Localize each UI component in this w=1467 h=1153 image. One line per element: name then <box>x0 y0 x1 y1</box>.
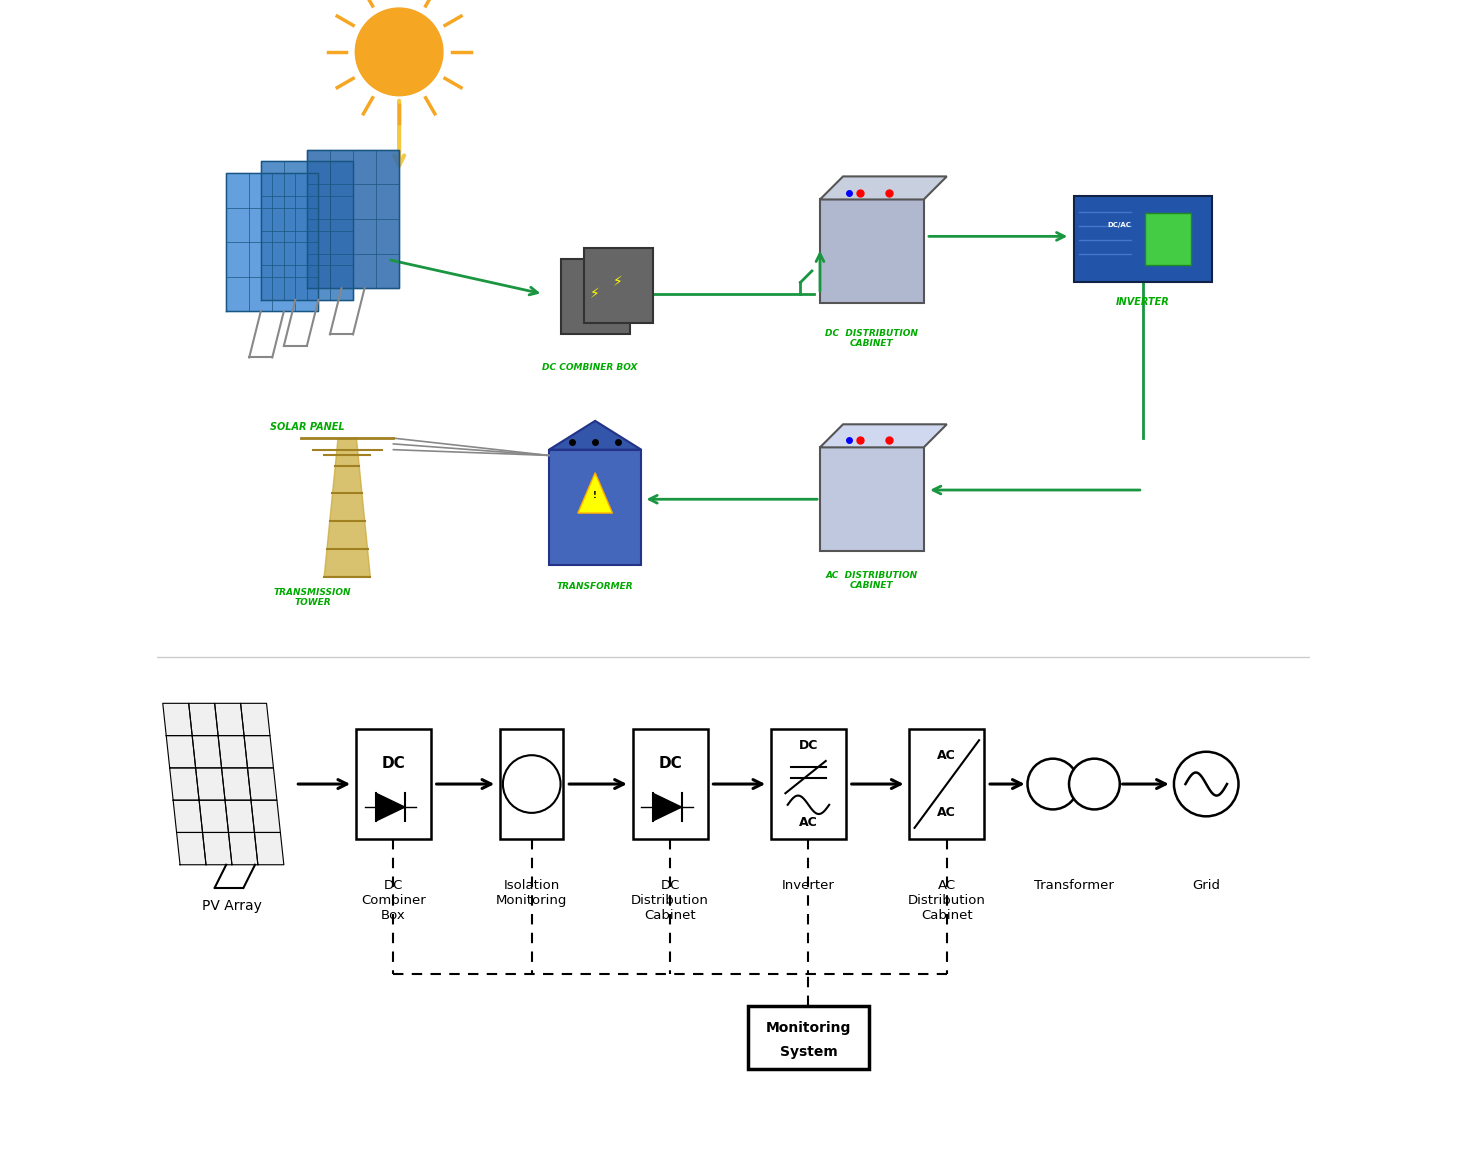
Bar <box>772 730 846 839</box>
Circle shape <box>1027 759 1078 809</box>
Polygon shape <box>653 793 682 821</box>
Polygon shape <box>200 800 229 832</box>
Polygon shape <box>202 832 232 865</box>
Text: DC: DC <box>798 739 819 753</box>
Circle shape <box>1174 752 1238 816</box>
Text: AC: AC <box>937 806 956 820</box>
Polygon shape <box>214 703 244 736</box>
Polygon shape <box>261 161 354 300</box>
Bar <box>632 730 707 839</box>
Polygon shape <box>219 736 248 768</box>
Text: PV Array: PV Array <box>202 899 263 913</box>
Bar <box>1074 196 1212 282</box>
Text: DC: DC <box>381 755 405 771</box>
Text: INVERTER: INVERTER <box>1116 297 1169 308</box>
Text: TRANSFORMER: TRANSFORMER <box>557 582 634 591</box>
Bar <box>820 199 924 303</box>
Polygon shape <box>251 800 280 832</box>
Text: Inverter: Inverter <box>782 879 835 891</box>
Polygon shape <box>549 421 641 450</box>
Text: DC  DISTRIBUTION
CABINET: DC DISTRIBUTION CABINET <box>826 329 918 348</box>
Text: DC
Distribution
Cabinet: DC Distribution Cabinet <box>631 879 709 921</box>
Circle shape <box>355 8 443 96</box>
Text: Grid: Grid <box>1193 879 1221 891</box>
Bar <box>1146 213 1191 265</box>
Text: AC: AC <box>937 748 956 762</box>
Text: AC  DISTRIBUTION
CABINET: AC DISTRIBUTION CABINET <box>826 571 918 590</box>
Polygon shape <box>254 832 283 865</box>
Polygon shape <box>248 768 277 800</box>
Polygon shape <box>173 800 202 832</box>
Bar <box>549 450 641 565</box>
Text: DC
Combiner
Box: DC Combiner Box <box>361 879 425 921</box>
Text: System: System <box>779 1045 838 1058</box>
Text: AC
Distribution
Cabinet: AC Distribution Cabinet <box>908 879 986 921</box>
Polygon shape <box>192 736 222 768</box>
Bar <box>500 730 563 839</box>
Polygon shape <box>307 150 399 288</box>
Bar <box>584 248 653 323</box>
Text: DC COMBINER BOX: DC COMBINER BOX <box>541 363 637 372</box>
Polygon shape <box>226 173 318 311</box>
Polygon shape <box>176 832 205 865</box>
Polygon shape <box>170 768 200 800</box>
Polygon shape <box>189 703 219 736</box>
Bar <box>560 259 629 334</box>
Bar <box>356 730 431 839</box>
Polygon shape <box>820 176 946 199</box>
Bar <box>820 447 924 551</box>
Text: ⚡: ⚡ <box>613 276 623 289</box>
Text: ⚡: ⚡ <box>590 287 600 301</box>
Polygon shape <box>163 703 192 736</box>
Text: TRANSMISSION
TOWER: TRANSMISSION TOWER <box>274 588 352 608</box>
Polygon shape <box>166 736 195 768</box>
Polygon shape <box>578 473 612 513</box>
Bar <box>910 730 984 839</box>
Polygon shape <box>324 438 370 576</box>
Bar <box>748 1005 868 1070</box>
Circle shape <box>1069 759 1119 809</box>
Text: AC: AC <box>800 815 817 829</box>
Text: Monitoring: Monitoring <box>766 1022 851 1035</box>
Text: Isolation
Monitoring: Isolation Monitoring <box>496 879 568 906</box>
Text: !: ! <box>593 491 597 500</box>
Text: Transformer: Transformer <box>1034 879 1113 891</box>
Text: DC/AC: DC/AC <box>1108 221 1131 228</box>
Polygon shape <box>376 793 405 821</box>
Polygon shape <box>224 800 254 832</box>
Polygon shape <box>195 768 224 800</box>
Polygon shape <box>222 768 251 800</box>
Polygon shape <box>229 832 258 865</box>
Circle shape <box>503 755 560 813</box>
Polygon shape <box>241 703 270 736</box>
Text: DC: DC <box>659 755 682 771</box>
Polygon shape <box>820 424 946 447</box>
Polygon shape <box>244 736 273 768</box>
Text: SOLAR PANEL: SOLAR PANEL <box>270 422 345 431</box>
